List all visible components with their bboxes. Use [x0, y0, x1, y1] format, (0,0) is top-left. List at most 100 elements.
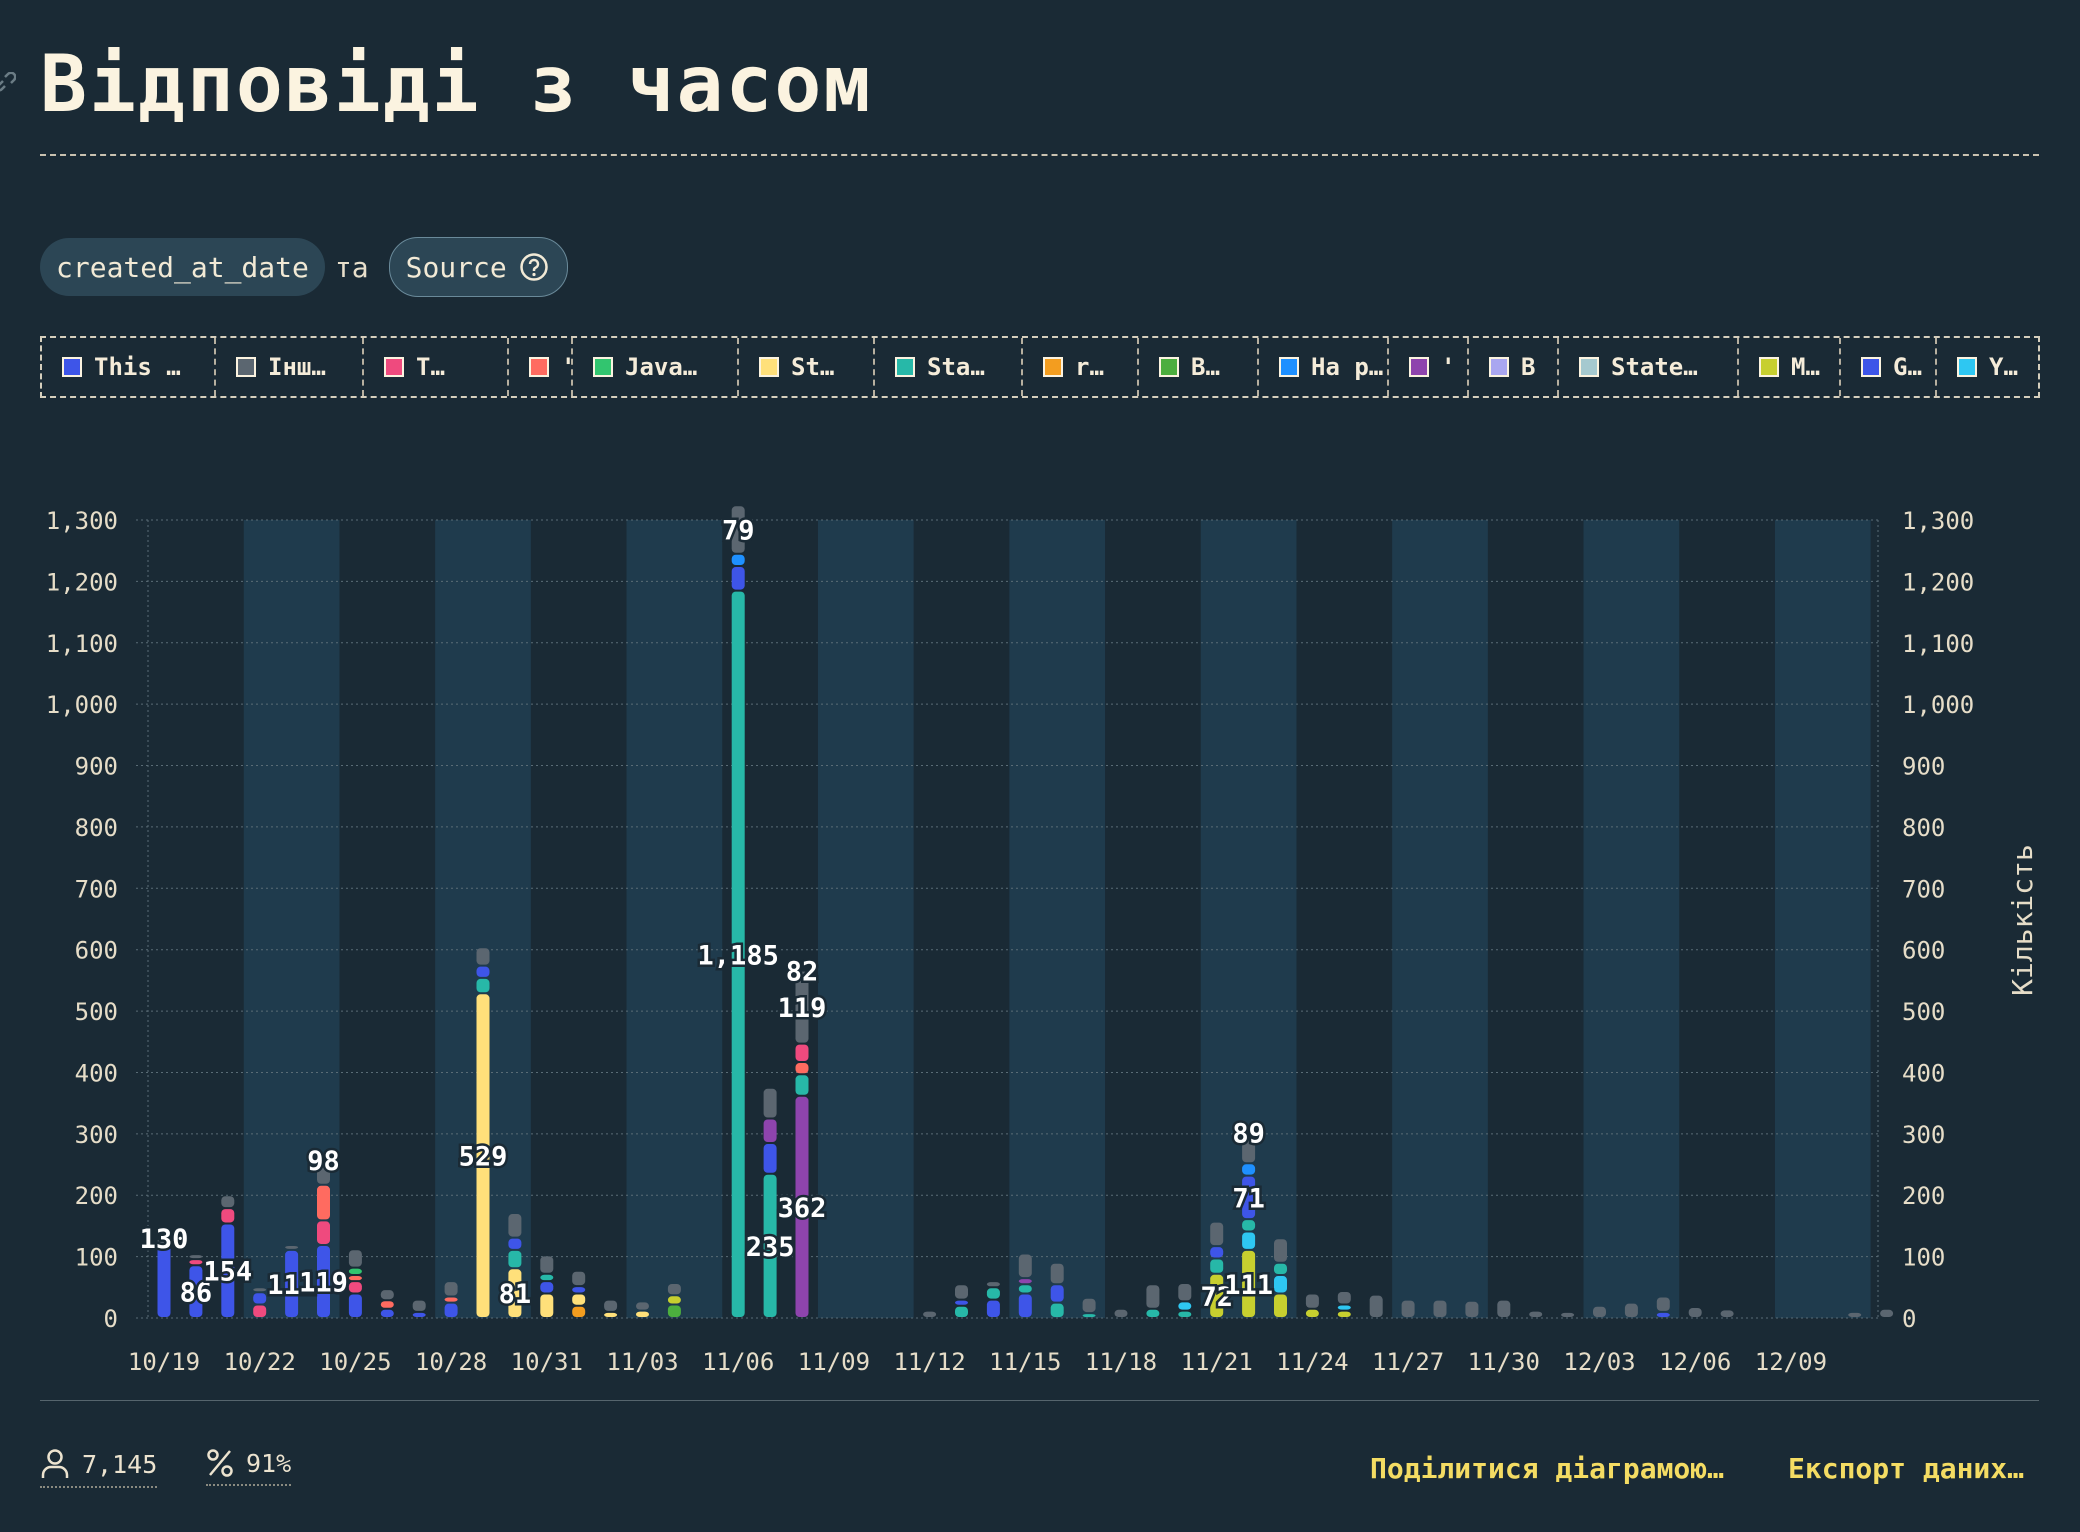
legend-item[interactable]: ' [1389, 338, 1469, 396]
x-tick-label: 11/06 [702, 1348, 774, 1376]
share-chart-link[interactable]: Поділитися діаграмою… [1370, 1452, 1725, 1485]
bar-segment [1305, 1309, 1319, 1317]
source-field-chip[interactable]: Source [388, 237, 568, 297]
bar-segment [1656, 1312, 1670, 1317]
x-tick-label: 12/06 [1659, 1348, 1731, 1376]
bar-segment [380, 1301, 394, 1308]
band-stripe [1774, 520, 1871, 1318]
bar-segment [1050, 1263, 1064, 1284]
band-stripe [626, 520, 723, 1318]
data-label: 72 [1200, 1282, 1233, 1313]
percent-icon [207, 1449, 233, 1477]
legend-label: Y… [1989, 353, 2018, 381]
bar-segment [1401, 1300, 1415, 1317]
bar-segment [317, 1161, 330, 1184]
chart-legend: This … Інш… T… ' Java… St… Sta… r… B… На р… ' B Stat… [40, 336, 2040, 398]
bar-segment [1050, 1303, 1064, 1317]
bar-segment [636, 1311, 649, 1317]
bar-segment [1242, 1133, 1256, 1163]
data-label: 362 [778, 1193, 827, 1224]
bar-segment [1624, 1303, 1638, 1317]
legend-item[interactable]: Java… [573, 338, 739, 396]
bar-segment [986, 1300, 1000, 1317]
y-tick-label-left: 400 [75, 1059, 118, 1087]
bar-segment [221, 1224, 235, 1317]
bar-segment [1274, 1294, 1287, 1317]
bar-segment [285, 1245, 299, 1249]
legend-item[interactable]: r… [1023, 338, 1139, 396]
bar-segment [763, 1119, 777, 1143]
y-tick-label-left: 100 [75, 1244, 118, 1272]
legend-item[interactable]: Y… [1937, 338, 2038, 396]
data-label: 71 [1232, 1183, 1265, 1214]
legend-label: Java… [625, 353, 698, 381]
bar-segment [380, 1309, 394, 1317]
bar-segment [1305, 1294, 1319, 1308]
x-tick-label: 10/31 [511, 1348, 583, 1376]
bar-segment [380, 1290, 394, 1300]
help-icon[interactable] [519, 252, 549, 282]
data-label: 86 [180, 1278, 213, 1309]
legend-item[interactable]: Інш… [216, 338, 364, 396]
y-tick-label-right: 1,100 [1902, 630, 1974, 658]
x-tick-label: 11/24 [1276, 1348, 1348, 1376]
y-axis-title: Кількість [2006, 844, 2039, 996]
bar-segment [317, 1221, 330, 1244]
legend-swatch [236, 357, 256, 377]
y-tick-label-right: 800 [1902, 814, 1945, 842]
link-icon[interactable] [0, 72, 16, 94]
band-stripe [817, 520, 914, 1318]
bar-segment [572, 1294, 586, 1305]
y-tick-label-right: 600 [1902, 937, 1945, 965]
legend-item[interactable]: This … [42, 338, 216, 396]
legend-item[interactable]: M… [1739, 338, 1841, 396]
legend-swatch [1861, 357, 1881, 377]
legend-swatch [62, 357, 82, 377]
bar-segment [1369, 1295, 1383, 1317]
legend-item[interactable]: St… [739, 338, 875, 396]
data-label: 98 [307, 1146, 340, 1177]
legend-item[interactable]: На р… [1259, 338, 1389, 396]
y-tick-label-right: 0 [1902, 1305, 1916, 1333]
legend-item[interactable]: T… [364, 338, 509, 396]
legend-swatch [895, 357, 915, 377]
band-stripe [1009, 520, 1106, 1318]
legend-label: Sta… [927, 353, 985, 381]
bar-segment [540, 1294, 554, 1317]
y-tick-label-right: 100 [1902, 1244, 1945, 1272]
export-data-link[interactable]: Експорт даних… [1788, 1452, 2025, 1485]
y-tick-label-right: 400 [1902, 1059, 1945, 1087]
data-label: 81 [499, 1279, 532, 1310]
respondents-stat[interactable]: 7,145 [40, 1448, 158, 1488]
percent-stat[interactable]: 91% [206, 1448, 292, 1486]
bar-segment [955, 1306, 968, 1317]
bar-segment [540, 1274, 554, 1281]
bar-segment [508, 1214, 522, 1237]
bar-segment [955, 1300, 968, 1305]
bar-segment [317, 1245, 330, 1317]
legend-item[interactable]: B [1469, 338, 1559, 396]
footer-divider [40, 1400, 2039, 1401]
bar-segment [604, 1300, 618, 1311]
legend-item[interactable]: State… [1559, 338, 1739, 396]
legend-label: ' [561, 353, 571, 381]
legend-item[interactable]: ' [509, 338, 573, 396]
date-field-chip[interactable]: created_at_date [40, 238, 325, 296]
bar-segment [572, 1306, 586, 1317]
bar-segment [986, 1282, 1000, 1287]
y-tick-label-right: 900 [1902, 753, 1945, 781]
legend-item[interactable]: Sta… [875, 338, 1023, 396]
bar-segment [731, 567, 745, 590]
legend-item[interactable]: G… [1841, 338, 1937, 396]
bar-segment [412, 1312, 426, 1317]
y-tick-label-left: 800 [75, 814, 118, 842]
bar-segment [1848, 1312, 1862, 1317]
y-tick-label-right: 1,000 [1902, 691, 1974, 719]
legend-item[interactable]: B… [1139, 338, 1259, 396]
y-tick-label-right: 200 [1902, 1182, 1945, 1210]
bar-segment [508, 1238, 522, 1249]
title-divider [40, 154, 2039, 156]
y-tick-label-right: 700 [1902, 875, 1945, 903]
bar-segment [1018, 1294, 1032, 1317]
responses-chart: 0 0 100 100 200 200 300 300 400 400 500 500 600 600 70… [46, 506, 2039, 1376]
